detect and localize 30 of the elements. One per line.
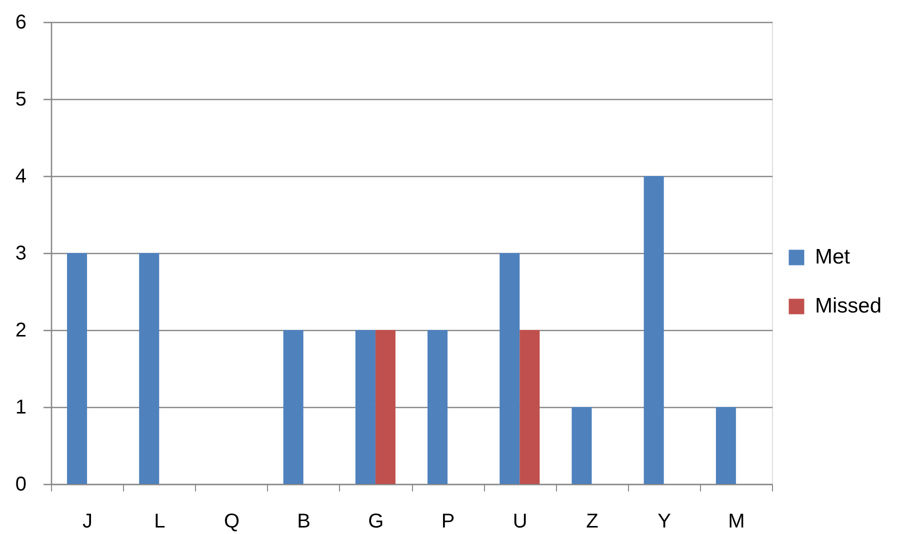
x-tick-label: U — [512, 510, 528, 532]
x-tick-label: L — [154, 510, 166, 532]
bar — [644, 176, 664, 484]
bar — [67, 253, 88, 484]
y-tick-label: 5 — [15, 88, 26, 110]
x-tick-label: G — [368, 510, 384, 532]
y-tick-label: 3 — [15, 242, 26, 264]
bar — [428, 330, 448, 484]
y-tick-label: 2 — [15, 320, 26, 342]
bar — [520, 330, 540, 484]
x-tick-label: M — [728, 510, 745, 532]
bar — [355, 330, 376, 484]
bar — [283, 330, 304, 484]
x-tick-label: B — [297, 510, 311, 532]
bar — [716, 407, 736, 484]
legend-label: Missed — [815, 294, 882, 318]
bar — [139, 253, 160, 484]
bar — [500, 253, 520, 484]
x-tick-label: J — [82, 510, 93, 532]
y-tick-label: 4 — [15, 166, 26, 188]
y-tick-label: 0 — [15, 474, 26, 496]
x-tick-label: Z — [586, 510, 598, 532]
x-tick-label: P — [441, 510, 455, 532]
bar — [375, 330, 396, 484]
bar — [572, 407, 592, 484]
legend-label: Met — [815, 246, 850, 268]
y-tick-label: 6 — [15, 12, 26, 34]
y-tick-label: 1 — [15, 396, 26, 418]
x-tick-label: Q — [224, 510, 240, 532]
x-tick-label: Y — [658, 510, 672, 532]
